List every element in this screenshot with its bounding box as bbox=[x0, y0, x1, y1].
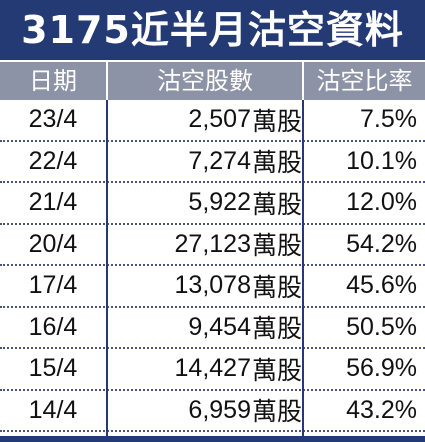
table-row: 22/4 7,274 萬股 10.1% bbox=[0, 142, 425, 183]
table-row: 16/4 9,454 萬股 50.5% bbox=[0, 308, 425, 349]
date-cell: 21/4 bbox=[28, 188, 78, 217]
table-row: 21/4 5,922 萬股 12.0% bbox=[0, 183, 425, 225]
shares-value: 2,507 bbox=[188, 105, 251, 134]
header-separator bbox=[302, 62, 304, 100]
header-shares: 沽空股數 bbox=[157, 67, 253, 95]
shares-unit: 萬股 bbox=[251, 397, 302, 427]
shares-unit: 萬股 bbox=[251, 189, 302, 219]
date-cell: 23/4 bbox=[28, 105, 78, 134]
table-bottom-border bbox=[0, 436, 425, 442]
shares-cell: 13,078 萬股 bbox=[108, 266, 302, 306]
header-date: 日期 bbox=[29, 67, 77, 95]
header-separator bbox=[106, 62, 108, 100]
shares-unit: 萬股 bbox=[251, 231, 302, 261]
column-separator bbox=[106, 100, 108, 436]
shares-cell: 6,959 萬股 bbox=[108, 391, 302, 431]
ratio-cell: 10.1% bbox=[346, 146, 417, 175]
table-row: 14/4 6,959 萬股 43.2% bbox=[0, 391, 425, 432]
shares-value: 27,123 bbox=[174, 229, 251, 258]
shares-value: 9,454 bbox=[188, 312, 251, 341]
header-ratio: 沽空比率 bbox=[316, 67, 413, 95]
ratio-cell: 12.0% bbox=[346, 188, 417, 217]
date-cell: 15/4 bbox=[28, 354, 78, 383]
table-row: 15/4 14,427 萬股 56.9% bbox=[0, 349, 425, 391]
ratio-cell: 43.2% bbox=[346, 395, 417, 424]
shares-unit: 萬股 bbox=[251, 355, 302, 385]
ratio-cell: 56.9% bbox=[346, 354, 417, 383]
table-title: 3175近半月沽空資料 bbox=[0, 0, 425, 60]
ratio-cell: 45.6% bbox=[346, 271, 417, 300]
date-cell: 16/4 bbox=[28, 312, 78, 341]
ratio-cell: 7.5% bbox=[360, 105, 417, 134]
ratio-cell: 54.2% bbox=[346, 229, 417, 258]
shares-value: 6,959 bbox=[188, 395, 251, 424]
table-row: 17/4 13,078 萬股 45.6% bbox=[0, 266, 425, 308]
shares-unit: 萬股 bbox=[251, 106, 302, 136]
shares-value: 5,922 bbox=[188, 188, 251, 217]
date-cell: 14/4 bbox=[28, 395, 78, 424]
table-row: 20/4 27,123 萬股 54.2% bbox=[0, 225, 425, 266]
shares-value: 7,274 bbox=[188, 146, 251, 175]
shares-cell: 27,123 萬股 bbox=[108, 225, 302, 265]
shares-value: 14,427 bbox=[174, 354, 251, 383]
table-row: 23/4 2,507 萬股 7.5% bbox=[0, 100, 425, 142]
ratio-cell: 50.5% bbox=[346, 312, 417, 341]
shares-cell: 2,507 萬股 bbox=[108, 100, 302, 140]
shares-cell: 5,922 萬股 bbox=[108, 183, 302, 223]
shares-cell: 7,274 萬股 bbox=[108, 142, 302, 182]
table-header-row: 日期 沽空股數 沽空比率 bbox=[0, 62, 425, 100]
table-body: 23/4 2,507 萬股 7.5% 22/4 7,274 萬股 10.1% 21/… bbox=[0, 100, 425, 432]
date-cell: 20/4 bbox=[28, 229, 78, 258]
shares-cell: 14,427 萬股 bbox=[108, 349, 302, 389]
column-separator bbox=[302, 100, 304, 436]
shares-unit: 萬股 bbox=[251, 314, 302, 344]
date-cell: 22/4 bbox=[28, 146, 78, 175]
shares-cell: 9,454 萬股 bbox=[108, 308, 302, 348]
shares-value: 13,078 bbox=[174, 271, 251, 300]
date-cell: 17/4 bbox=[28, 271, 78, 300]
shares-unit: 萬股 bbox=[251, 148, 302, 178]
shares-unit: 萬股 bbox=[251, 272, 302, 302]
